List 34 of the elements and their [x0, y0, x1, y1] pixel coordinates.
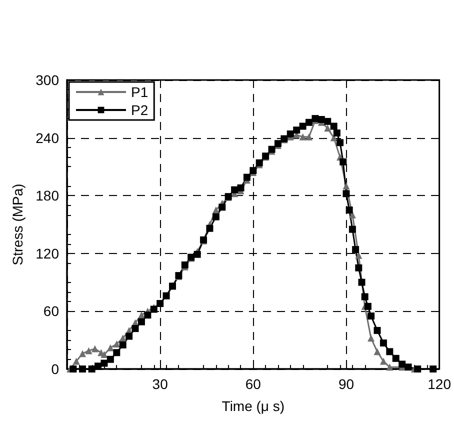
y-axis-title: Stress (MPa): [10, 184, 26, 266]
legend-label: P2: [131, 102, 148, 118]
legend-label: P1: [131, 84, 148, 100]
y-tick-label: 0: [51, 361, 60, 377]
point: [324, 124, 332, 132]
point: [113, 340, 120, 348]
x-tick-label: 90: [338, 376, 354, 392]
y-tick-label: 180: [36, 188, 60, 204]
y-tick-label: 120: [36, 245, 60, 262]
x-tick-label: 60: [245, 376, 262, 392]
x-tick-label: 120: [428, 376, 452, 392]
x-tick-label: 30: [152, 376, 168, 392]
point: [79, 350, 86, 358]
point: [72, 358, 80, 365]
point: [348, 211, 356, 218]
y-tick-label: 60: [43, 303, 60, 320]
point: [380, 358, 387, 365]
point: [342, 182, 350, 190]
y-tick-label: 300: [36, 72, 60, 88]
point: [374, 348, 381, 356]
point: [306, 133, 313, 140]
point: [85, 347, 92, 354]
point: [138, 312, 145, 319]
point: [100, 351, 108, 358]
point: [355, 252, 362, 259]
point: [106, 344, 114, 352]
point: [299, 133, 306, 140]
point: [91, 345, 98, 352]
y-tick-label: 240: [36, 130, 60, 146]
point: [119, 334, 126, 342]
x-axis-title: Time (μ s): [222, 398, 285, 414]
point: [212, 206, 220, 214]
point: [386, 364, 394, 371]
point: [368, 334, 375, 342]
